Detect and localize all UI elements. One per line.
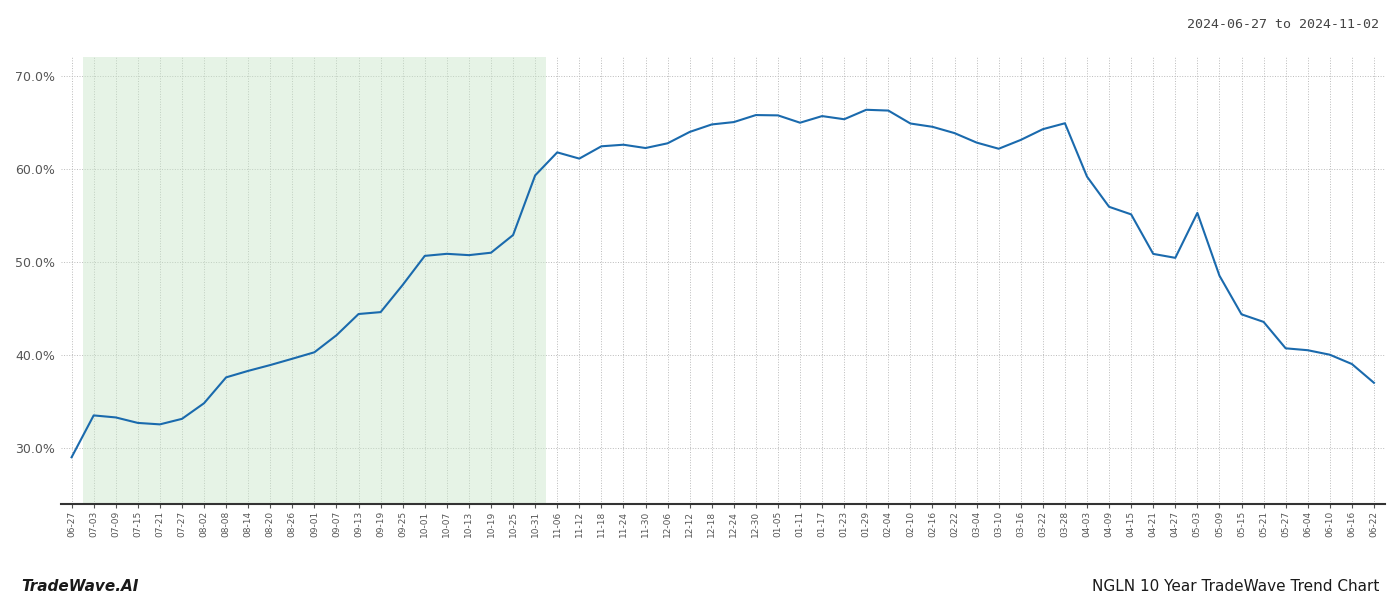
Bar bbox=[83, 57, 546, 504]
Text: 2024-06-27 to 2024-11-02: 2024-06-27 to 2024-11-02 bbox=[1187, 18, 1379, 31]
Text: TradeWave.AI: TradeWave.AI bbox=[21, 579, 139, 594]
Text: NGLN 10 Year TradeWave Trend Chart: NGLN 10 Year TradeWave Trend Chart bbox=[1092, 579, 1379, 594]
